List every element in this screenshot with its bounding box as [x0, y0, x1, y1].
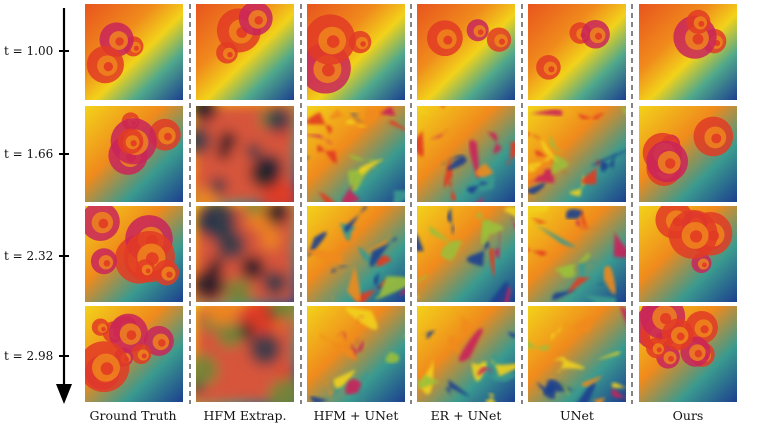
- panel-r4-c4: [417, 306, 515, 402]
- panel-r2-c6: [639, 106, 737, 202]
- panel-r1-c4: [417, 4, 515, 100]
- panel-r1-c2: [196, 4, 294, 100]
- panel-r3-c4: [417, 206, 515, 302]
- panel-r2-c5: [528, 106, 626, 202]
- time-axis: [56, 8, 72, 404]
- panel-r1-c3: [307, 4, 405, 100]
- column-label-hfm-extrap: HFM Extrap.: [203, 408, 287, 423]
- row-label-t2: t = 1.66: [4, 147, 54, 161]
- column-label-ground-truth: Ground Truth: [89, 408, 177, 423]
- panel-r3-c1: [85, 206, 183, 302]
- row-label-t3: t = 2.32: [4, 249, 54, 263]
- panel-grid: [85, 4, 737, 402]
- column-label-er-unet: ER + UNet: [430, 408, 502, 423]
- panel-r1-c6: [639, 4, 737, 100]
- panel-r4-c5: [528, 306, 626, 402]
- panel-r2-c1: [85, 106, 183, 202]
- panel-r1-c1: [85, 4, 183, 100]
- panel-r1-c5: [528, 4, 626, 100]
- panel-r4-c1: [85, 306, 183, 402]
- column-label-hfm-unet: HFM + UNet: [313, 408, 399, 423]
- panel-r2-c3: [307, 106, 405, 202]
- panel-r4-c6: [639, 306, 737, 402]
- panel-r4-c3: [307, 306, 405, 402]
- column-label-unet: UNet: [560, 408, 594, 423]
- panel-r4-c2: [196, 306, 294, 402]
- column-label-ours: Ours: [672, 408, 704, 423]
- panel-r3-c6: [639, 206, 737, 302]
- row-label-t4: t = 2.98: [4, 349, 54, 363]
- column-separators: [189, 4, 633, 404]
- panel-r2-c4: [417, 106, 515, 202]
- panel-r3-c2: [196, 206, 294, 302]
- panel-r2-c2: [196, 106, 294, 202]
- panel-r3-c3: [307, 206, 405, 302]
- row-label-t1: t = 1.00: [4, 44, 54, 58]
- time-arrow-head: [56, 384, 72, 404]
- panel-r3-c5: [528, 206, 626, 302]
